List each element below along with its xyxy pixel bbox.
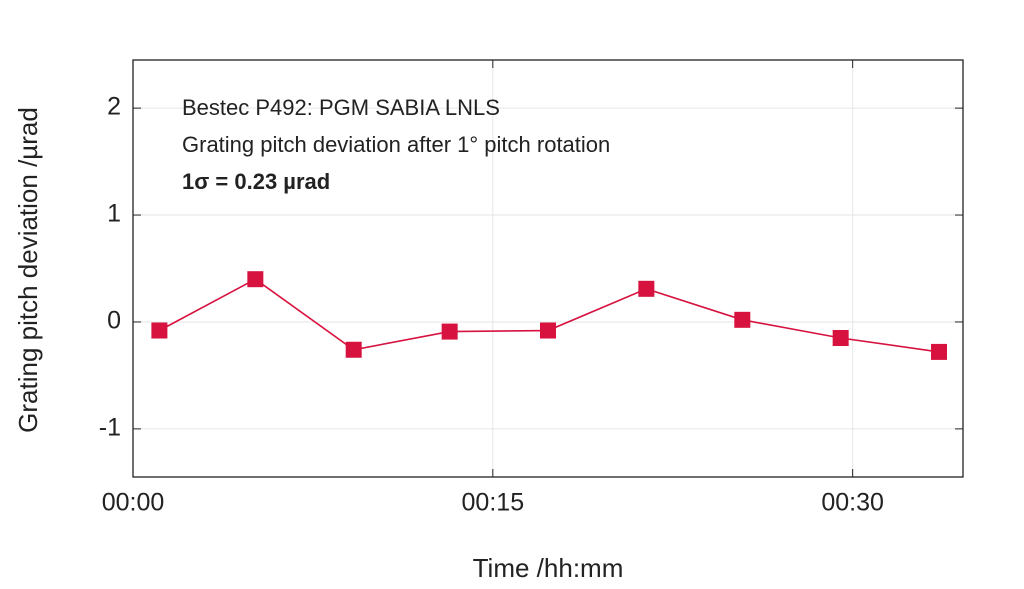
data-point [151,322,168,339]
data-point [734,311,751,328]
x-axis-label: Time /hh:mm [473,553,624,583]
x-tick-label: 00:30 [821,489,884,517]
x-tick-label: 00:00 [102,489,165,517]
y-tick-label: -1 [99,413,121,441]
data-line [159,278,940,353]
plot-frame [132,59,964,478]
data-point [832,330,849,346]
data-point [345,341,362,358]
annotation: Bestec P492: PGM SABIA LNLS [182,95,500,120]
y-tick-label: 1 [107,200,121,228]
y-tick-label: 2 [107,93,121,121]
annotation: 1σ = 0.23 µrad [182,169,330,194]
x-tick-label: 00:15 [462,489,525,517]
y-tick-label: 0 [107,307,121,335]
data-point [931,343,948,360]
data-point [540,322,556,339]
data-point [638,280,655,297]
data-point [441,323,458,340]
data-point [247,271,264,288]
annotation: Grating pitch deviation after 1° pitch r… [182,132,610,157]
y-axis-label: Grating pitch deviation /µrad [13,107,43,433]
